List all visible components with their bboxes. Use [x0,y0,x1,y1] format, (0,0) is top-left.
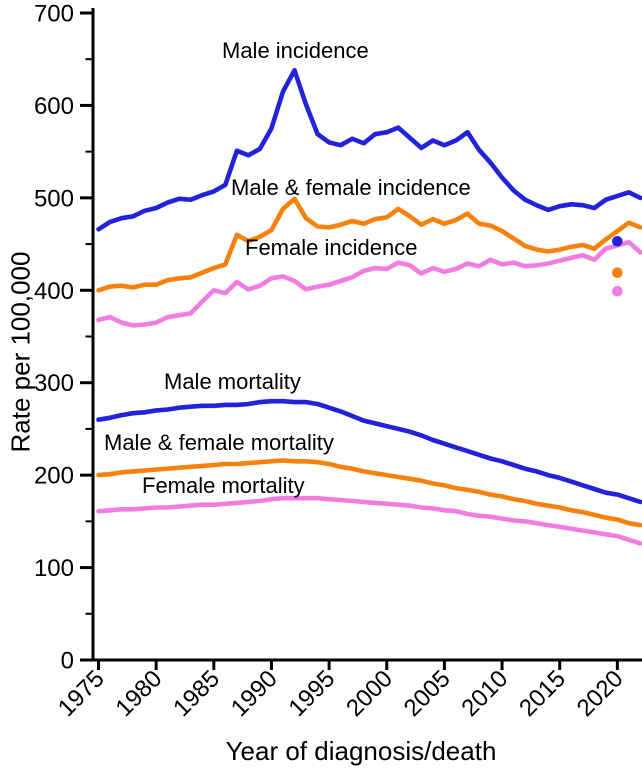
x-tick-label: 1980 [111,665,168,722]
y-tick-label: 700 [34,0,74,27]
x-tick-label: 2015 [514,665,571,722]
y-tick-label: 500 [34,185,74,212]
line-female-mortality [96,495,642,546]
x-tick-label: 2005 [399,665,456,722]
x-tick-label: 2020 [572,665,629,722]
y-tick-label: 0 [61,648,74,675]
annotation-male-mortality: Male mortality [164,369,301,394]
annotation-male-female-mortality: Male & female mortality [104,430,334,455]
y-tick-label: 400 [34,278,74,305]
line-male-female-incidence [96,196,642,293]
dot-2020-male-female-incidence [612,267,623,279]
annotation-male-female-incidence: Male & female incidence [231,175,471,200]
axes-frame [91,8,642,662]
line-male-mortality [96,398,642,505]
x-tick-label: 1985 [168,665,225,722]
y-tick-label: 100 [34,555,74,582]
dot-2020-male-incidence [612,235,623,247]
line-female-incidence [96,239,642,328]
x-tick-label: 1995 [283,665,340,722]
y-tick-label: 200 [34,463,74,490]
y-tick-label: 600 [34,93,74,120]
x-tick-label: 1990 [226,665,283,722]
dot-2020-female-incidence [612,285,623,297]
annotation-female-mortality: Female mortality [142,473,305,498]
x-tick-label: 2010 [456,665,513,722]
annotation-male-incidence: Male incidence [222,38,369,63]
x-axis-title: Year of diagnosis/death [225,736,497,766]
y-axis-title: Rate per 100,000 [5,251,36,453]
x-tick-label: 2000 [341,665,398,722]
annotation-female-incidence: Female incidence [245,235,418,260]
line-male-incidence [96,68,642,232]
y-tick-label: 300 [34,370,74,397]
line-male-female-mortality [96,458,642,528]
